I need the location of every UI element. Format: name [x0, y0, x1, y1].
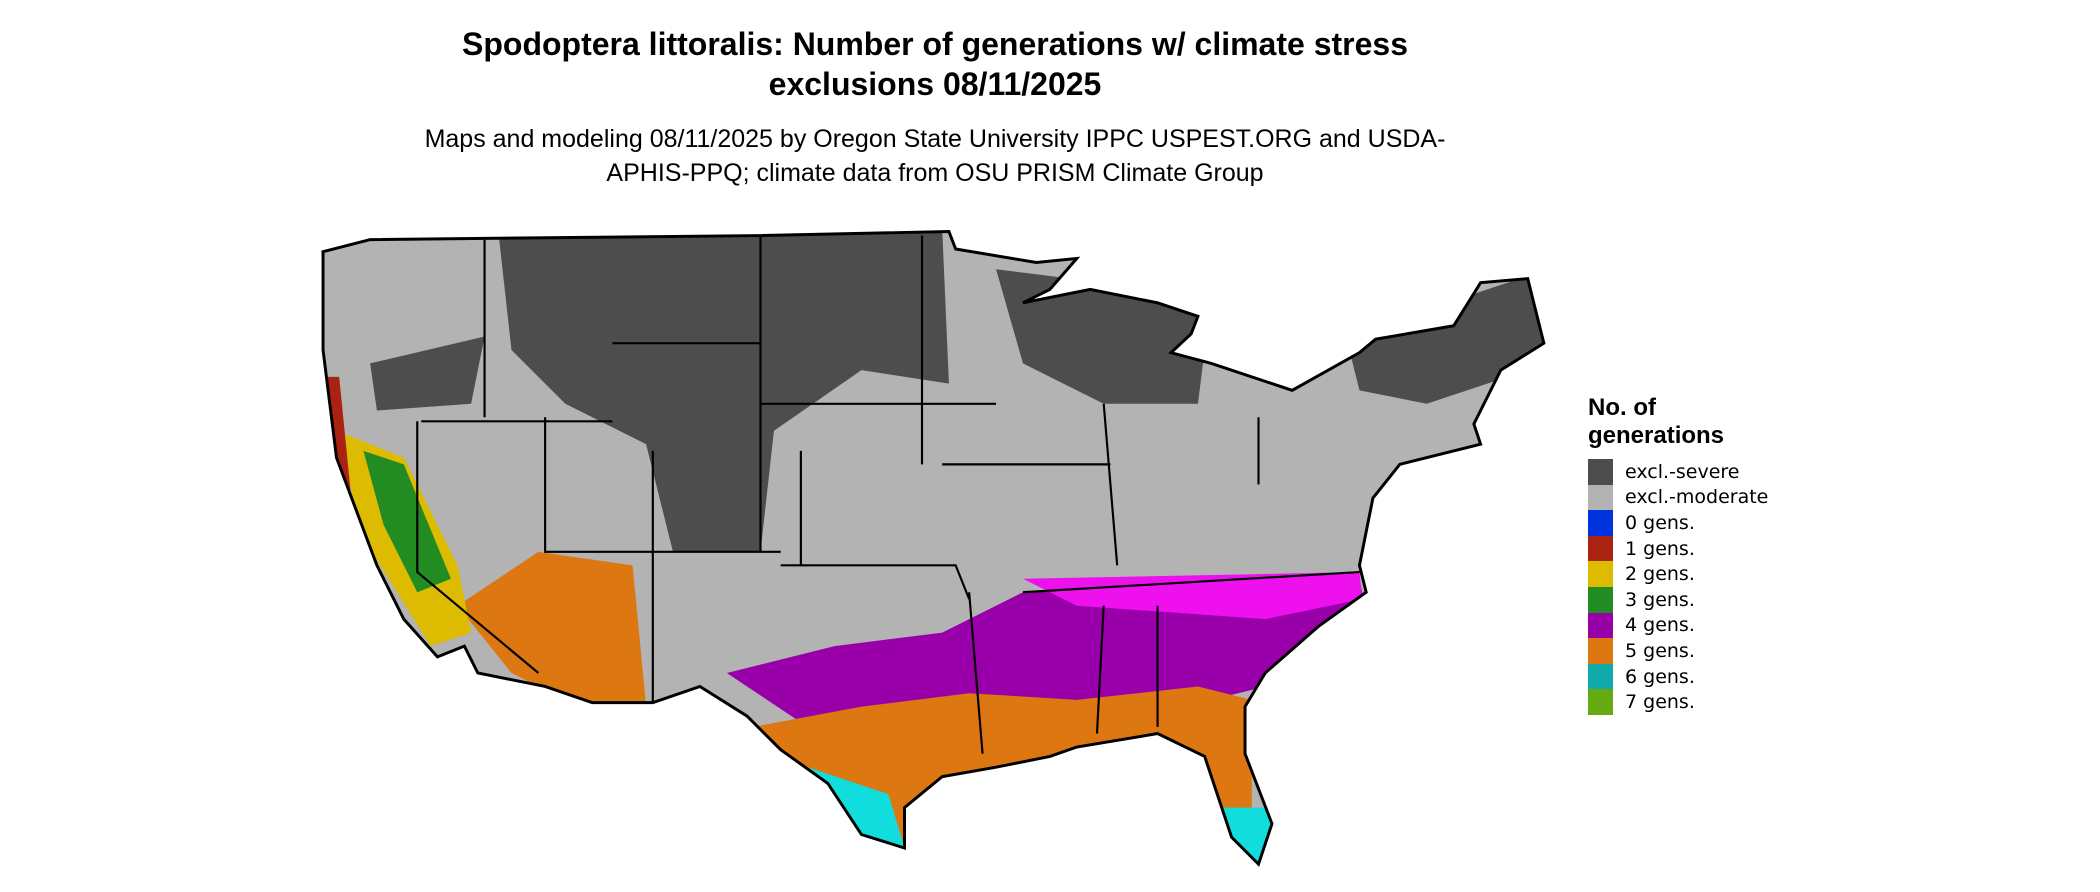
legend-label: 4 gens.: [1625, 614, 1695, 637]
legend-label: 5 gens.: [1625, 639, 1695, 662]
legend-item: 6 gens.: [1588, 663, 1768, 690]
legend-item: 4 gens.: [1588, 612, 1768, 639]
region-5-gens: [457, 551, 647, 707]
legend-swatch: [1588, 510, 1613, 536]
legend-label: 6 gens.: [1625, 665, 1695, 688]
region-severe: [1345, 269, 1544, 404]
legend-swatch: [1588, 586, 1613, 613]
legend-item: excl.-moderate: [1588, 484, 1769, 511]
legend-item: 1 gens.: [1588, 535, 1768, 562]
state-borders: [416, 235, 1360, 754]
legend-label: 7 gens.: [1625, 691, 1695, 714]
legend-label: excl.-moderate: [1625, 486, 1769, 509]
legend-swatch: [1588, 689, 1613, 715]
legend-item: 0 gens.: [1588, 510, 1768, 536]
region-4-gens-light: [1022, 572, 1363, 620]
region-3-gens: [363, 450, 451, 593]
region-5-gens: [753, 686, 1252, 865]
legend-label: excl.-severe: [1625, 460, 1740, 483]
legend-label: 3 gens.: [1625, 588, 1695, 611]
legend: excl.-severe excl.-moderate 0 gens. 1 gens.…: [1588, 459, 1768, 715]
legend-label: 2 gens.: [1625, 563, 1695, 586]
legend-item: 5 gens.: [1588, 638, 1768, 664]
legend-title: No. of generations: [1588, 394, 1725, 449]
legend-swatch: [1588, 663, 1613, 690]
legend-item: 3 gens.: [1588, 586, 1768, 613]
legend-item: 2 gens.: [1588, 561, 1768, 587]
region-severe: [498, 231, 949, 552]
legend-item: 7 gens.: [1588, 689, 1768, 715]
map: [321, 230, 1546, 866]
legend-swatch: [1588, 612, 1613, 639]
map-title: Spodoptera littoralis: Number of generat…: [462, 26, 1408, 102]
legend-label: 1 gens.: [1625, 537, 1695, 560]
legend-swatch: [1588, 561, 1613, 587]
map-subtitle: Maps and modeling 08/11/2025 by Oregon S…: [424, 125, 1446, 187]
legend-swatch: [1588, 459, 1613, 485]
region-severe: [370, 336, 485, 411]
legend-item: excl.-severe: [1588, 459, 1768, 485]
legend-swatch: [1588, 484, 1613, 511]
us-map: [321, 230, 1546, 866]
legend-swatch: [1588, 535, 1613, 562]
legend-label: 0 gens.: [1625, 511, 1695, 534]
legend-swatch: [1588, 638, 1613, 664]
